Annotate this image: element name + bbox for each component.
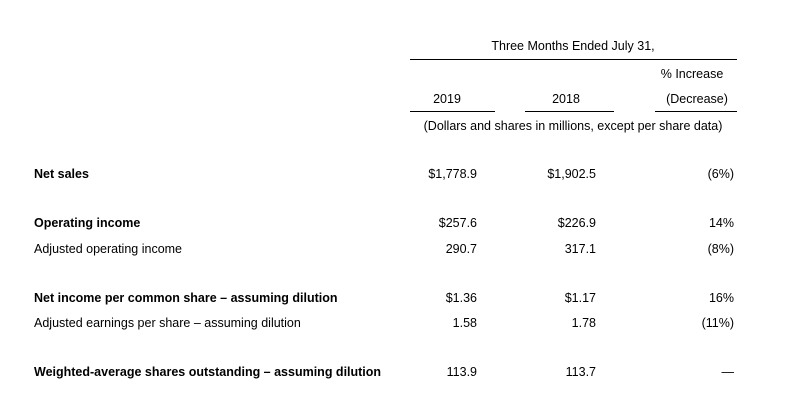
cell: 14% — [708, 216, 734, 230]
change-header: % Increase — [660, 67, 724, 81]
column-rule — [525, 111, 614, 112]
cell: 1.58 — [452, 316, 477, 330]
cell: 1.78 — [571, 316, 596, 330]
column-header: 2019 — [433, 92, 461, 106]
cell: (6%) — [707, 167, 734, 181]
row-label: Weighted-average shares outstanding – as… — [34, 365, 382, 379]
cell: $1,902.5 — [547, 167, 596, 181]
row-label: Adjusted operating income — [34, 242, 183, 256]
header-rule — [410, 59, 737, 60]
cell: 317.1 — [564, 242, 596, 256]
cell: $1.17 — [564, 291, 596, 305]
change-header: (Decrease) — [666, 92, 728, 106]
cell: (11%) — [701, 316, 734, 330]
cell: $1.36 — [445, 291, 477, 305]
row-label: Net sales — [34, 167, 89, 181]
column-rule — [410, 111, 495, 112]
unit-note: (Dollars and shares in millions, except … — [423, 119, 723, 133]
cell: 113.7 — [565, 365, 596, 379]
cell: $226.9 — [557, 216, 596, 230]
period-header: Three Months Ended July 31, — [491, 39, 655, 53]
cell: 16% — [708, 291, 734, 305]
cell: 290.7 — [445, 242, 477, 256]
cell: $257.6 — [438, 216, 477, 230]
cell: (8%) — [707, 242, 734, 256]
column-header: 2018 — [552, 92, 580, 106]
row-label: Net income per common share – assuming d… — [34, 291, 338, 305]
column-rule — [655, 111, 737, 112]
cell: $1,778.9 — [428, 167, 477, 181]
cell: 113.9 — [446, 365, 477, 379]
row-label: Operating income — [34, 216, 141, 230]
cell: — — [721, 365, 735, 379]
row-label: Adjusted earnings per share – assuming d… — [34, 316, 301, 330]
